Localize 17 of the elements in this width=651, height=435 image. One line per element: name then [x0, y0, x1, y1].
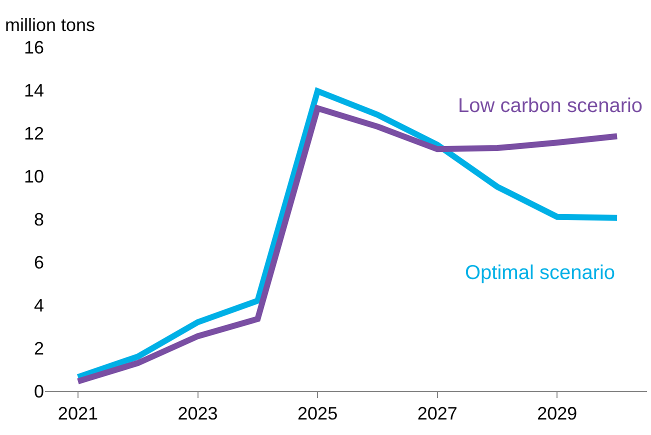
y-tick-label: 16 — [24, 37, 44, 58]
y-tick-label: 4 — [34, 295, 44, 316]
y-tick-label: 14 — [24, 80, 44, 100]
series-label: Low carbon scenario — [458, 95, 643, 117]
y-tick-label: 0 — [34, 381, 44, 402]
y-tick-label: 10 — [24, 166, 44, 186]
x-tick-label: 2027 — [417, 404, 458, 424]
y-tick-label: 12 — [24, 123, 44, 144]
x-tick-label: 2025 — [298, 404, 338, 424]
x-tick-label: 2021 — [58, 404, 98, 424]
y-axis-title: million tons — [5, 15, 96, 35]
y-tick-label: 6 — [34, 252, 44, 272]
text: Optimal scenario — [465, 262, 616, 284]
y-tick-label: 8 — [34, 209, 44, 230]
x-tick-label: 2023 — [178, 404, 218, 424]
x-tick-label: 2029 — [537, 404, 578, 424]
y-tick-label: 2 — [34, 338, 44, 358]
